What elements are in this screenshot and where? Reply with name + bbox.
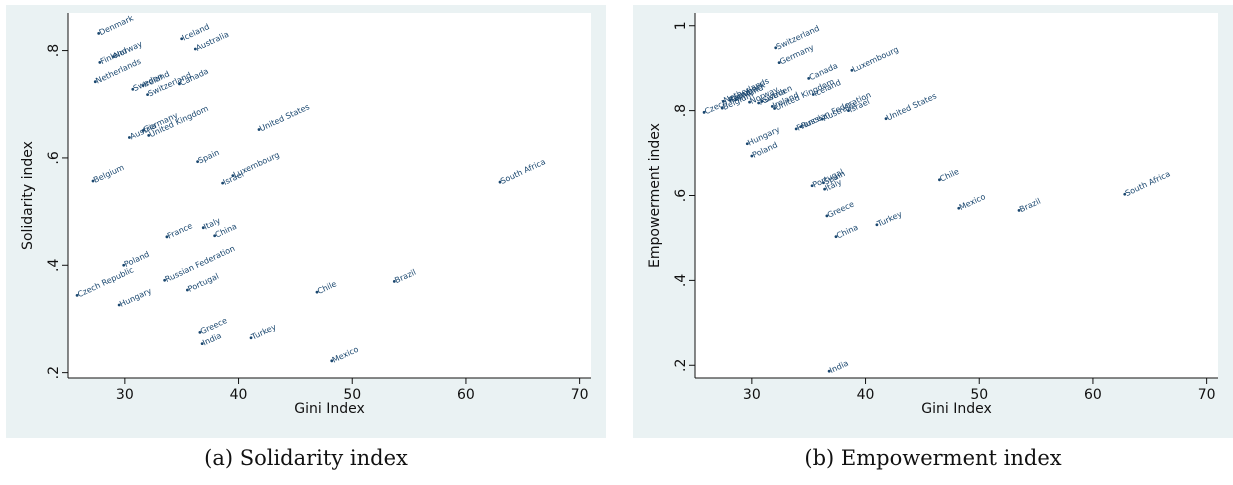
data-point <box>185 288 189 292</box>
data-point <box>178 82 181 86</box>
data-point <box>198 330 202 334</box>
x-tick-label: 40 <box>857 387 875 403</box>
data-point <box>834 235 838 239</box>
data-point <box>257 128 261 131</box>
data-point <box>147 133 151 137</box>
solidarity-chart-panel: 30 40 50 60 70 .2 .4 .6 .8 Gini Index Solidarity i… <box>6 5 606 438</box>
data-point <box>794 127 798 131</box>
data-point <box>75 293 79 297</box>
y-tick-label: .2 <box>673 359 689 372</box>
data-point <box>773 107 776 110</box>
data-point <box>722 99 725 103</box>
data-point <box>146 93 149 96</box>
x-tick-label: 60 <box>1084 387 1102 403</box>
data-point <box>196 160 200 164</box>
data-point <box>822 181 825 185</box>
data-point <box>98 60 102 64</box>
data-point <box>750 154 754 158</box>
data-point <box>827 369 831 373</box>
solidarity-scatter-plot: 30 40 50 60 70 .2 .4 .6 .8 Gini Index Solidarity i… <box>20 13 591 417</box>
data-point <box>847 109 850 113</box>
data-point <box>127 136 131 139</box>
x-tick-label: 70 <box>1198 387 1216 403</box>
data-point <box>757 101 761 105</box>
data-point <box>180 37 184 41</box>
data-point <box>112 55 115 58</box>
data-point <box>884 117 888 121</box>
solidarity-caption: (a) Solidarity index <box>204 446 408 470</box>
x-axis-title: Gini Index <box>294 401 365 417</box>
x-tick-label: 50 <box>343 387 361 403</box>
data-point <box>774 46 778 50</box>
y-tick-label: .4 <box>46 259 62 272</box>
data-point <box>957 206 961 210</box>
data-point <box>117 303 121 307</box>
plot-area <box>695 13 1218 378</box>
data-point <box>315 290 319 294</box>
data-point <box>799 125 803 129</box>
x-tick-label: 40 <box>230 387 248 403</box>
data-point <box>811 93 815 96</box>
data-point <box>498 180 502 184</box>
data-point <box>200 342 204 346</box>
data-point <box>770 104 774 108</box>
data-point <box>745 142 749 146</box>
y-axis-title: Solidarity index <box>20 141 36 250</box>
data-point <box>193 47 197 51</box>
data-point <box>122 263 126 267</box>
data-point <box>1017 208 1021 212</box>
data-point <box>875 223 879 227</box>
data-point <box>702 110 706 114</box>
data-point <box>1123 192 1127 196</box>
data-point <box>720 106 724 110</box>
y-tick-label: .2 <box>46 366 62 379</box>
data-point <box>777 61 781 65</box>
x-tick-label: 50 <box>970 387 988 403</box>
data-point <box>760 99 764 103</box>
data-point <box>810 184 814 188</box>
data-point <box>728 99 732 102</box>
plot-area <box>68 13 591 378</box>
data-point <box>201 226 205 230</box>
data-point <box>850 68 854 72</box>
empowerment-scatter-plot: 30 40 50 60 70 .2 .4 .6 .8 1 Gini Index Empowerment… <box>647 13 1218 417</box>
data-point <box>748 100 751 104</box>
data-point <box>221 181 225 185</box>
y-tick-label: .4 <box>673 274 689 287</box>
data-point <box>807 76 811 80</box>
data-point <box>93 80 97 84</box>
data-point <box>165 235 169 239</box>
data-point <box>213 234 217 238</box>
data-point <box>392 279 396 283</box>
data-point <box>249 336 253 340</box>
data-point <box>91 179 95 183</box>
data-point <box>823 187 827 191</box>
empowerment-caption: (b) Empowerment index <box>804 446 1062 470</box>
x-axis-title: Gini Index <box>921 401 992 417</box>
data-point <box>825 214 829 218</box>
x-tick-label: 30 <box>116 387 134 403</box>
data-point <box>820 117 824 121</box>
data-point <box>734 98 738 101</box>
y-tick-label: .8 <box>673 104 689 117</box>
y-tick-label: .6 <box>46 151 62 164</box>
y-axis-title: Empowerment index <box>647 123 663 268</box>
y-tick-label: 1 <box>673 21 689 30</box>
y-tick-label: .6 <box>673 189 689 202</box>
x-tick-label: 70 <box>571 387 589 403</box>
y-tick-label: .8 <box>46 44 62 57</box>
x-tick-label: 60 <box>457 387 475 403</box>
x-tick-label: 30 <box>743 387 761 403</box>
data-point <box>163 278 167 282</box>
data-point <box>141 129 145 132</box>
data-point <box>141 84 145 87</box>
data-point <box>938 178 941 182</box>
data-point <box>131 87 135 91</box>
empowerment-chart-panel: 30 40 50 60 70 .2 .4 .6 .8 1 Gini Index Empowerment… <box>633 5 1233 438</box>
data-point <box>231 174 235 178</box>
data-point <box>97 31 101 35</box>
data-point <box>330 359 334 363</box>
